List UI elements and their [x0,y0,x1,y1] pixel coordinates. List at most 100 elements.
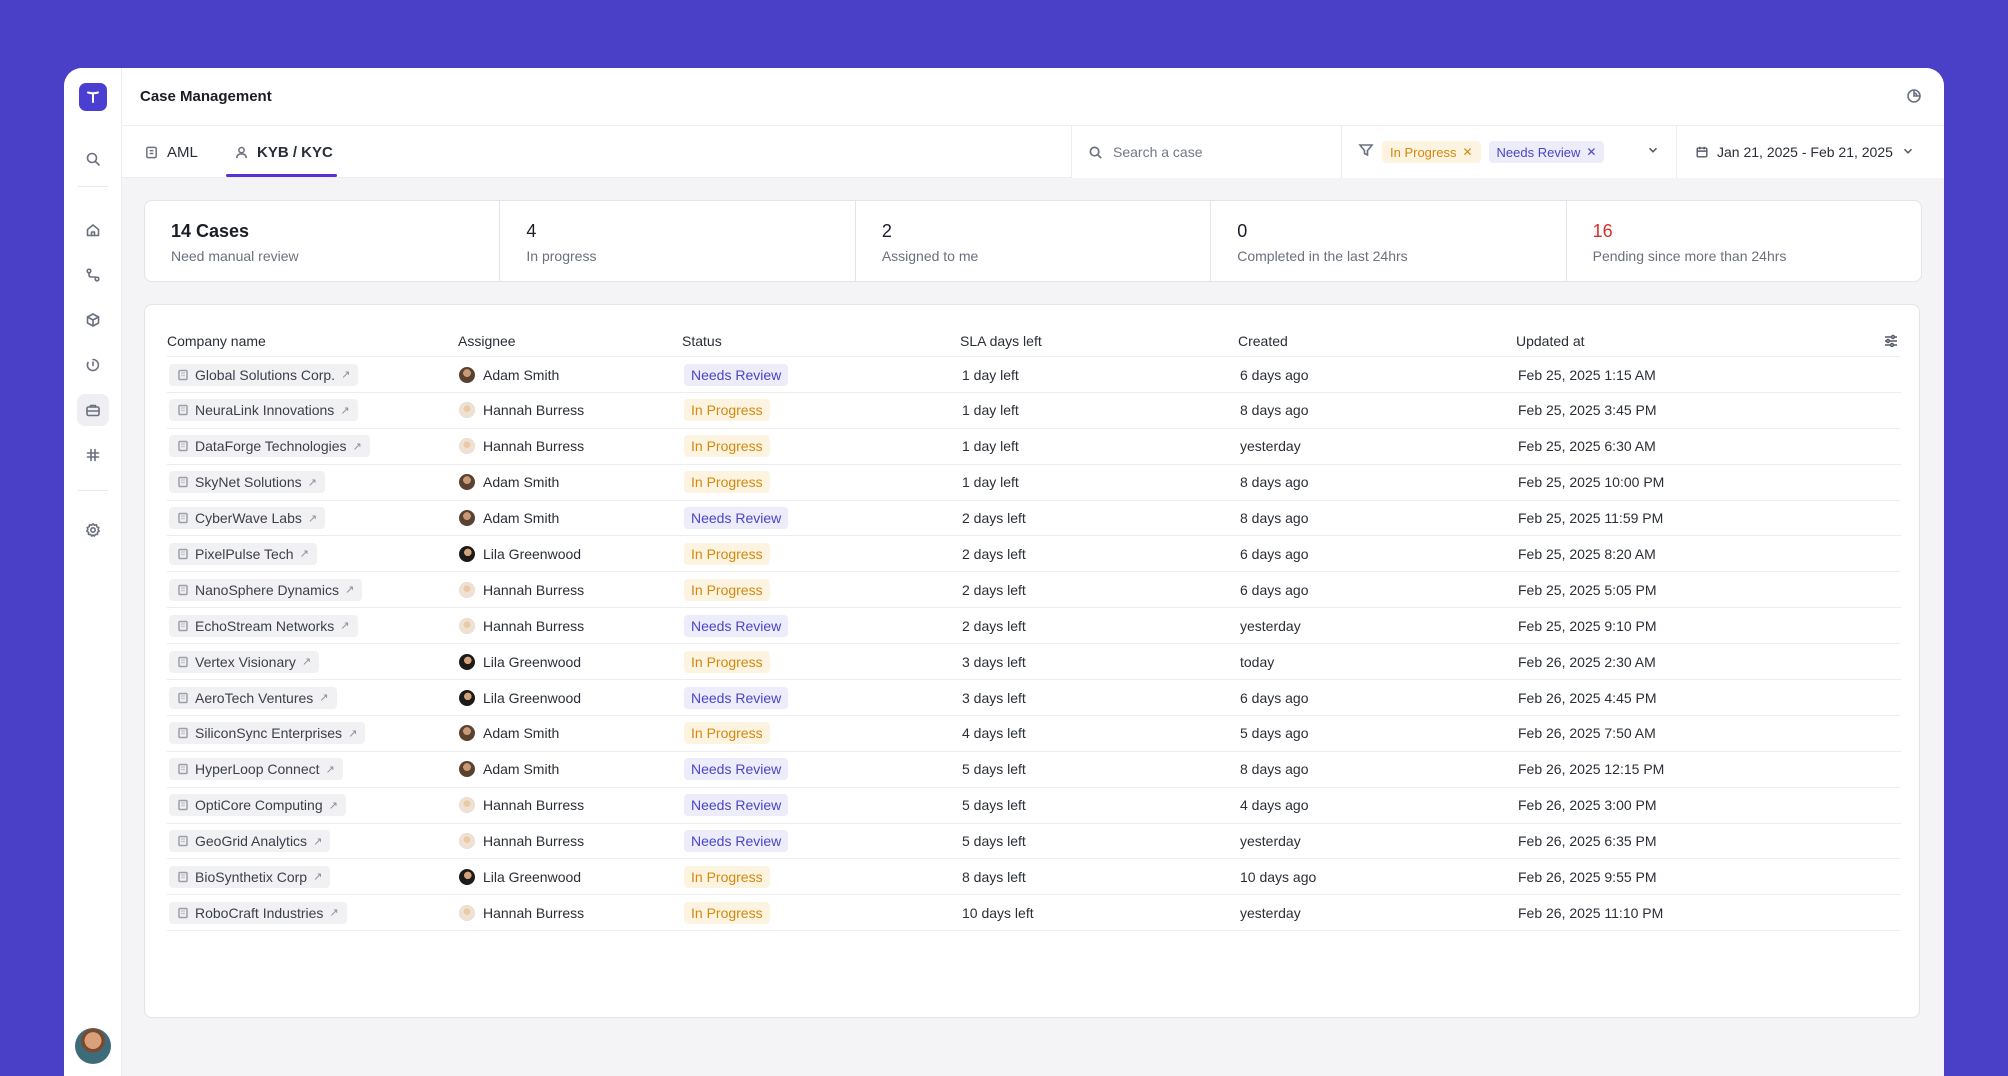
status-cell: In Progress [684,716,770,751]
assignee-name: Hannah Burress [483,581,585,598]
sidebar-divider [78,186,108,187]
external-link-icon[interactable]: ↗ [299,548,309,561]
external-link-icon[interactable]: ↗ [340,404,350,417]
status-cell: In Progress [684,572,770,607]
user-avatar[interactable] [75,1028,111,1064]
company-link[interactable]: NeuraLink Innovations ↗ [169,399,358,422]
company-link[interactable]: OptiCore Computing ↗ [169,794,346,817]
chevron-down-icon[interactable] [1646,143,1660,162]
app-logo[interactable] [79,83,107,111]
assignee-cell: Adam Smith [459,716,559,751]
table-row[interactable]: AeroTech Ventures ↗ Lila Greenwood Needs… [167,680,1901,716]
external-link-icon[interactable]: ↗ [319,692,329,705]
home-icon[interactable] [77,214,109,246]
history-icon[interactable] [77,349,109,381]
table-row[interactable]: HyperLoop Connect ↗ Adam Smith Needs Rev… [167,752,1901,788]
external-link-icon[interactable]: ↗ [348,727,358,740]
external-link-icon[interactable]: ↗ [328,799,338,812]
table-row[interactable]: CyberWave Labs ↗ Adam Smith Needs Review… [167,501,1901,537]
table-row[interactable]: OptiCore Computing ↗ Hannah Burress Need… [167,788,1901,824]
external-link-icon[interactable]: ↗ [344,584,355,597]
company-link[interactable]: GeoGrid Analytics ↗ [169,830,331,853]
column-header[interactable]: SLA days left [960,333,1042,349]
created-cell: 8 days ago [1240,761,1309,778]
company-link[interactable]: DataForge Technologies ↗ [169,435,370,458]
close-icon[interactable]: ✕ [1462,145,1473,159]
external-link-icon[interactable]: ↗ [329,907,339,920]
company-link[interactable]: BioSynthetix Corp ↗ [169,865,331,888]
grid-hash-icon[interactable] [77,439,109,471]
search-input[interactable] [1113,144,1313,160]
company-link[interactable]: PixelPulse Tech ↗ [169,542,317,565]
table-row[interactable]: GeoGrid Analytics ↗ Hannah Burress Needs… [167,824,1901,860]
logo-icon [87,91,99,103]
table-row[interactable]: NanoSphere Dynamics ↗ Hannah Burress In … [167,572,1901,609]
avatar [459,474,475,491]
filter-chip-in-progress[interactable]: In Progress ✕ [1382,141,1481,163]
column-header[interactable]: Assignee [458,333,516,349]
table-row[interactable]: SiliconSync Enterprises ↗ Adam Smith In … [167,716,1901,752]
date-range-picker[interactable]: Jan 21, 2025 - Feb 21, 2025 [1676,126,1944,178]
column-header[interactable]: Status [682,333,722,349]
status-badge: In Progress [684,542,770,565]
workflow-icon[interactable] [77,259,109,291]
column-header[interactable]: Updated at [1516,333,1585,349]
active-tab-indicator [226,174,337,177]
column-header[interactable]: Created [1238,333,1288,349]
company-cell: AeroTech Ventures ↗ [169,680,337,715]
column-header[interactable]: Company name [167,333,266,349]
building-icon [177,584,189,596]
external-link-icon[interactable]: ↗ [340,620,350,633]
external-link-icon[interactable]: ↗ [352,440,362,453]
company-link[interactable]: Vertex Visionary ↗ [169,650,320,673]
external-link-icon[interactable]: ↗ [307,476,317,489]
company-link[interactable]: SkyNet Solutions ↗ [169,471,325,494]
close-icon[interactable]: ✕ [1586,145,1597,159]
sidebar-search-icon[interactable] [77,143,109,175]
cube-icon[interactable] [77,304,109,336]
company-link[interactable]: HyperLoop Connect ↗ [169,758,343,781]
company-link[interactable]: EchoStream Networks ↗ [169,614,358,637]
gear-icon[interactable] [77,514,109,546]
status-badge: Needs Review [684,794,789,817]
table-row[interactable]: EchoStream Networks ↗ Hannah Burress Nee… [167,608,1901,645]
tab-aml[interactable]: AML [144,126,198,178]
briefcase-icon[interactable] [77,394,109,426]
external-link-icon[interactable]: ↗ [341,369,351,381]
table-row[interactable]: Global Solutions Corp. ↗ Adam Smith Need… [167,357,1901,393]
updated-cell: Feb 25, 2025 8:20 AM [1518,545,1656,562]
table-row[interactable]: NeuraLink Innovations ↗ Hannah Burress I… [167,393,1901,429]
app-window: Case Management AML KYB / KYC In Progres… [64,68,1944,1076]
tab-kyb-kyc[interactable]: KYB / KYC [234,126,333,178]
company-link[interactable]: CyberWave Labs ↗ [169,507,326,530]
assignee-name: Lila Greenwood [483,545,582,562]
column-settings-icon[interactable] [1883,333,1899,354]
company-link[interactable]: RoboCraft Industries ↗ [169,901,347,924]
table-row[interactable]: Vertex Visionary ↗ Lila Greenwood In Pro… [167,644,1901,681]
external-link-icon[interactable]: ↗ [301,656,312,669]
chevron-down-icon[interactable] [1901,144,1915,161]
avatar [459,366,475,383]
updated-cell: Feb 26, 2025 12:15 PM [1518,761,1665,778]
company-link[interactable]: AeroTech Ventures ↗ [169,686,337,709]
filter-chip-needs-review[interactable]: Needs Review ✕ [1488,141,1605,163]
external-link-icon[interactable]: ↗ [313,871,323,884]
external-link-icon[interactable]: ↗ [325,763,335,776]
company-link[interactable]: Global Solutions Corp. ↗ [169,363,359,386]
sla-cell: 8 days left [962,868,1026,885]
assignee-cell: Adam Smith [459,752,559,787]
table-row[interactable]: BioSynthetix Corp ↗ Lila Greenwood In Pr… [167,859,1901,896]
table-row[interactable]: SkyNet Solutions ↗ Adam Smith In Progres… [167,465,1901,501]
external-link-icon[interactable]: ↗ [313,835,323,848]
table-row[interactable]: DataForge Technologies ↗ Hannah Burress … [167,429,1901,465]
sla-cell: 5 days left [962,833,1026,850]
external-link-icon[interactable]: ↗ [307,512,318,525]
company-link[interactable]: NanoSphere Dynamics ↗ [169,578,363,601]
pie-chart-icon[interactable] [1906,88,1922,109]
company-name: Global Solutions Corp. [195,366,336,383]
table-row[interactable]: PixelPulse Tech ↗ Lila Greenwood In Prog… [167,536,1901,573]
table-row[interactable]: RoboCraft Industries ↗ Hannah Burress In… [167,895,1901,932]
status-filter[interactable]: In Progress ✕ Needs Review ✕ [1341,126,1676,178]
avatar [459,545,475,562]
company-link[interactable]: SiliconSync Enterprises ↗ [169,722,366,745]
